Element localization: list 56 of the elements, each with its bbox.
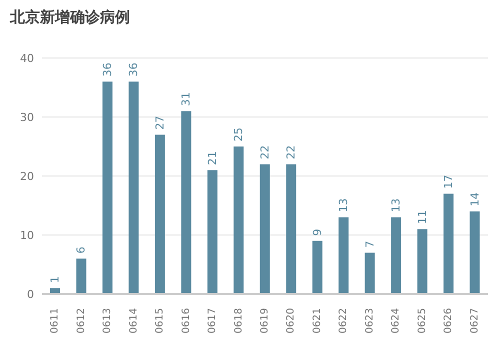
bar bbox=[417, 229, 428, 294]
data-label: 13 bbox=[337, 198, 350, 212]
x-tick-label: 0617 bbox=[207, 308, 218, 334]
bar bbox=[391, 217, 402, 294]
x-tick-label: 0614 bbox=[128, 308, 140, 334]
data-label: 36 bbox=[127, 62, 140, 77]
data-label: 21 bbox=[206, 151, 219, 166]
data-label: 7 bbox=[363, 240, 376, 248]
data-label: 6 bbox=[74, 246, 88, 254]
x-tick-label: 0627 bbox=[469, 308, 480, 334]
x-tick-label: 0612 bbox=[76, 308, 87, 334]
bar bbox=[338, 217, 349, 294]
x-tick-label: 0615 bbox=[154, 308, 166, 334]
chart-title: 北京新增确诊病例 bbox=[10, 8, 130, 27]
y-tick-label: 30 bbox=[20, 110, 34, 124]
y-tick-label: 40 bbox=[20, 52, 34, 65]
data-label: 22 bbox=[258, 145, 272, 160]
x-tick-label: 0625 bbox=[416, 308, 428, 334]
data-label: 31 bbox=[180, 92, 193, 106]
data-label: 13 bbox=[390, 198, 403, 212]
bar bbox=[102, 82, 112, 294]
x-tick-label: 0622 bbox=[338, 308, 350, 334]
bar bbox=[364, 252, 375, 294]
data-label: 22 bbox=[284, 145, 298, 160]
bar bbox=[181, 111, 192, 294]
bar bbox=[470, 211, 480, 294]
data-label: 1 bbox=[48, 276, 62, 284]
x-tick-label: 0623 bbox=[364, 308, 376, 334]
data-label: 17 bbox=[442, 174, 456, 189]
bar bbox=[76, 258, 86, 294]
data-label: 25 bbox=[232, 128, 246, 142]
bar bbox=[312, 240, 322, 294]
bar bbox=[128, 82, 139, 294]
x-tick-label: 0611 bbox=[50, 308, 61, 334]
y-tick-label: 20 bbox=[20, 170, 34, 183]
data-label: 11 bbox=[416, 210, 429, 224]
y-tick-label: 10 bbox=[20, 228, 34, 242]
x-tick-label: 0626 bbox=[443, 308, 454, 334]
data-label: 9 bbox=[310, 228, 324, 236]
bar bbox=[154, 134, 165, 294]
data-label: 14 bbox=[468, 192, 482, 206]
bar bbox=[207, 170, 218, 294]
bar bbox=[286, 164, 296, 294]
x-tick-label: 0613 bbox=[102, 308, 114, 334]
bar bbox=[260, 164, 270, 294]
bar bbox=[444, 194, 454, 294]
x-tick-label: 0620 bbox=[286, 308, 297, 334]
x-tick-label: 0618 bbox=[233, 308, 244, 334]
bar bbox=[234, 146, 244, 294]
data-label: 36 bbox=[100, 62, 114, 77]
x-tick-label: 0619 bbox=[260, 308, 270, 334]
data-label: 27 bbox=[153, 116, 166, 130]
x-tick-label: 0624 bbox=[390, 308, 402, 334]
x-tick-label: 0616 bbox=[180, 308, 192, 334]
y-tick-label: 0 bbox=[27, 288, 34, 301]
x-tick-label: 0621 bbox=[312, 308, 323, 334]
